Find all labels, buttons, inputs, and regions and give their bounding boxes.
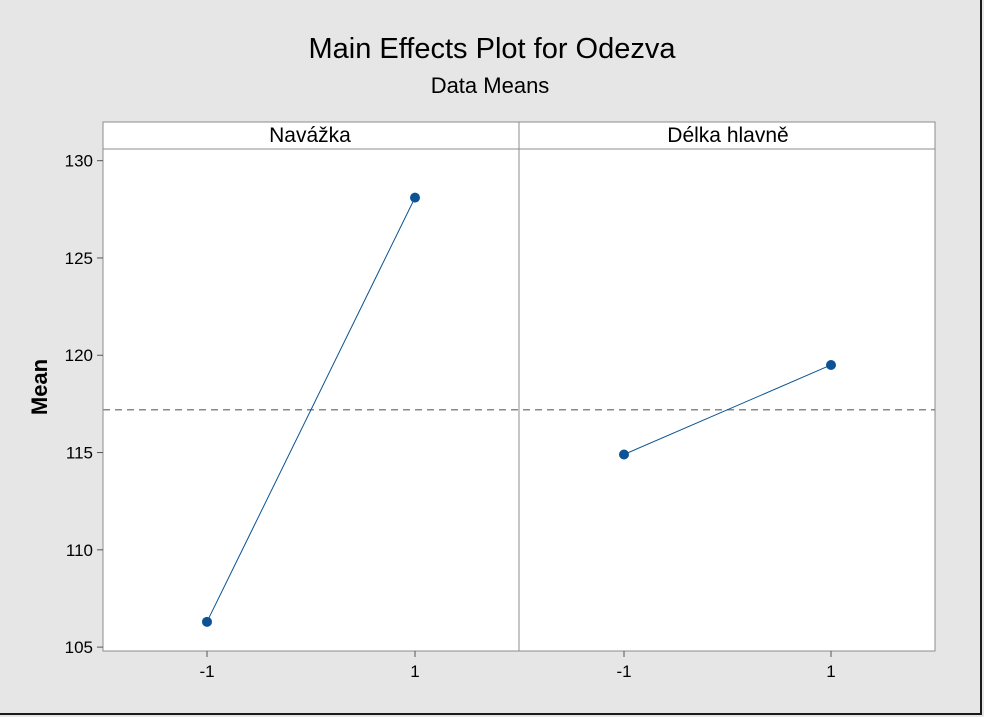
- x-tick-label: -1: [199, 662, 214, 681]
- series-layer: [202, 192, 836, 627]
- y-tick-label: 125: [65, 249, 93, 268]
- data-point: [619, 449, 629, 460]
- effect-line-panel-1: [206, 197, 416, 623]
- x-tick-label: 1: [826, 662, 835, 681]
- x-tick-label: 1: [410, 662, 419, 681]
- effect-line-panel-2: [623, 364, 832, 455]
- y-tick-label: 110: [66, 541, 93, 560]
- y-axis: 105 110 115 120 125 130: [65, 152, 103, 657]
- chart-title: Main Effects Plot for Odezva: [309, 33, 677, 65]
- data-point: [410, 192, 420, 203]
- x-axis: -1 1 -1 1: [199, 651, 836, 681]
- y-tick-label: 105: [65, 638, 93, 657]
- y-axis-label: Mean: [27, 359, 52, 415]
- panel-label-delka-hlavne: Délka hlavně: [667, 124, 788, 147]
- y-tick-label: 115: [66, 444, 93, 463]
- panel-label-navazka: Navážka: [269, 124, 351, 147]
- y-tick-label: 120: [65, 346, 93, 365]
- data-point: [202, 616, 212, 627]
- x-tick-label: -1: [616, 662, 631, 681]
- chart-subtitle: Data Means: [431, 73, 550, 98]
- data-point: [826, 359, 836, 370]
- y-tick-label: 130: [65, 152, 93, 171]
